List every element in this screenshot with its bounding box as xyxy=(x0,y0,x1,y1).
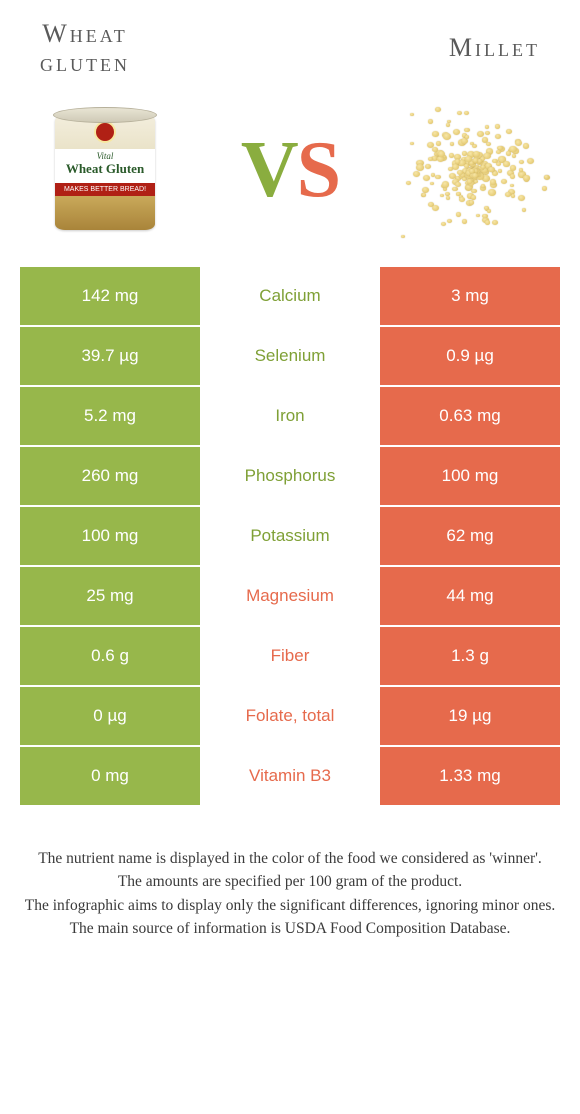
vs-label: VS xyxy=(241,125,339,216)
nutrient-label: Magnesium xyxy=(200,567,380,625)
left-value: 0.6 g xyxy=(20,627,200,685)
nutrient-label: Fiber xyxy=(200,627,380,685)
can-red-strip: MAKES BETTER BREAD! xyxy=(55,183,155,196)
table-row: 260 mgPhosphorus100 mg xyxy=(20,447,560,505)
right-value: 19 µg xyxy=(380,687,560,745)
images-row: Vital Wheat Gluten MAKES BETTER BREAD! V… xyxy=(0,77,580,267)
vs-s: S xyxy=(297,126,340,214)
header: Wheat gluten Millet xyxy=(0,0,580,77)
footnote-line: The nutrient name is displayed in the co… xyxy=(10,847,570,870)
right-value: 1.3 g xyxy=(380,627,560,685)
footnote: The nutrient name is displayed in the co… xyxy=(0,807,580,940)
nutrient-label: Phosphorus xyxy=(200,447,380,505)
right-food-title: Millet xyxy=(449,34,540,63)
footnote-line: The infographic aims to display only the… xyxy=(10,894,570,917)
left-value: 142 mg xyxy=(20,267,200,325)
millet-image xyxy=(400,95,550,245)
right-value: 62 mg xyxy=(380,507,560,565)
title-line2: gluten xyxy=(40,48,130,77)
table-row: 0 mgVitamin B31.33 mg xyxy=(20,747,560,805)
left-value: 25 mg xyxy=(20,567,200,625)
table-row: 5.2 mgIron0.63 mg xyxy=(20,387,560,445)
nutrient-table: 142 mgCalcium3 mg39.7 µgSelenium0.9 µg5.… xyxy=(0,267,580,805)
nutrient-label: Vitamin B3 xyxy=(200,747,380,805)
right-value: 44 mg xyxy=(380,567,560,625)
footnote-line: The amounts are specified per 100 gram o… xyxy=(10,870,570,893)
table-row: 0 µgFolate, total19 µg xyxy=(20,687,560,745)
table-row: 25 mgMagnesium44 mg xyxy=(20,567,560,625)
footnote-line: The main source of information is USDA F… xyxy=(10,917,570,940)
left-value: 39.7 µg xyxy=(20,327,200,385)
right-value: 3 mg xyxy=(380,267,560,325)
right-value: 100 mg xyxy=(380,447,560,505)
table-row: 100 mgPotassium62 mg xyxy=(20,507,560,565)
left-value: 5.2 mg xyxy=(20,387,200,445)
left-value: 100 mg xyxy=(20,507,200,565)
nutrient-label: Folate, total xyxy=(200,687,380,745)
nutrient-label: Iron xyxy=(200,387,380,445)
title-line1: Wheat xyxy=(42,19,128,48)
can-label-big: Wheat Gluten xyxy=(55,161,155,177)
vs-v: V xyxy=(241,126,297,214)
table-row: 142 mgCalcium3 mg xyxy=(20,267,560,325)
table-row: 0.6 gFiber1.3 g xyxy=(20,627,560,685)
nutrient-label: Selenium xyxy=(200,327,380,385)
right-value: 0.63 mg xyxy=(380,387,560,445)
wheat-gluten-image: Vital Wheat Gluten MAKES BETTER BREAD! xyxy=(30,95,180,245)
can-label-small: Vital xyxy=(97,151,114,161)
left-value: 260 mg xyxy=(20,447,200,505)
left-value: 0 µg xyxy=(20,687,200,745)
right-value: 0.9 µg xyxy=(380,327,560,385)
right-value: 1.33 mg xyxy=(380,747,560,805)
nutrient-label: Potassium xyxy=(200,507,380,565)
table-row: 39.7 µgSelenium0.9 µg xyxy=(20,327,560,385)
left-food-title: Wheat gluten xyxy=(40,20,130,77)
left-value: 0 mg xyxy=(20,747,200,805)
nutrient-label: Calcium xyxy=(200,267,380,325)
